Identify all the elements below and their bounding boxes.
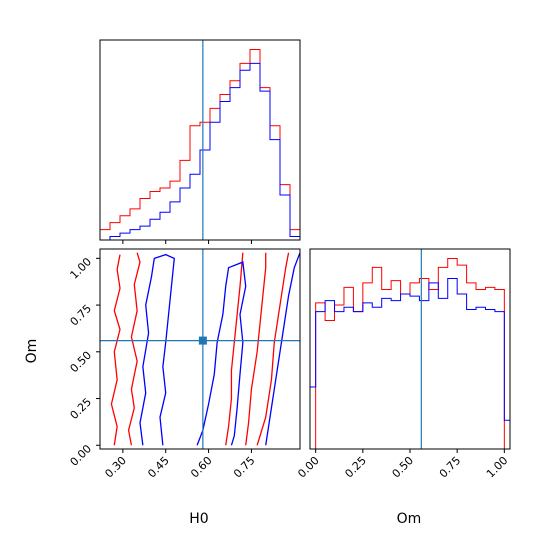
x-tick-label: 0.30 (102, 454, 129, 481)
panel-frame (99, 39, 301, 241)
panel-frame (99, 248, 301, 450)
reference-point-marker (198, 336, 207, 345)
x-tick-label: 0.25 (342, 454, 369, 481)
h0-histogram-panel (99, 39, 301, 244)
histogram-series-0 (310, 258, 510, 450)
x-tick-label: 1.00 (484, 454, 511, 481)
contour-line-0-2 (225, 252, 244, 446)
contour-line-1-2 (265, 252, 300, 446)
x-tick-label: 0.75 (437, 454, 464, 481)
x-tick-label: 0.00 (295, 454, 322, 481)
histogram-series-1 (309, 277, 511, 449)
y-axis-label-om: Om (24, 339, 40, 364)
x-tick-label: 0.75 (231, 454, 258, 481)
x-axis-label-om: Om (397, 511, 422, 527)
contour-line-1-1 (196, 261, 247, 446)
y-tick-label: 0.00 (68, 442, 95, 469)
x-tick-label: 0.45 (145, 454, 172, 481)
contour-line-0-0 (110, 254, 121, 446)
histogram-series-1 (100, 62, 301, 241)
y-tick-label: 1.00 (68, 255, 95, 282)
y-tick-label: 0.75 (68, 302, 95, 329)
contour-line-0-3 (245, 252, 267, 446)
x-axis-label-h0: H0 (189, 511, 208, 527)
contour-line-1-0 (139, 253, 175, 446)
h0-om-contour-panel: 0.30 0.45 0.60 0.75 0.00 0.25 0.50 0.75 1.00 (68, 248, 301, 481)
panel-frame (309, 248, 511, 450)
contour-line-0-4 (256, 252, 290, 446)
om-histogram-panel: 0.00 0.25 0.50 0.75 1.00 (295, 248, 511, 481)
x-tick-label: 0.50 (390, 454, 417, 481)
histogram-series-0 (99, 49, 301, 240)
contour-line-0-1 (127, 252, 141, 446)
x-tick-label: 0.60 (188, 454, 215, 481)
contour-group (110, 252, 300, 446)
y-tick-label: 0.50 (68, 349, 95, 376)
y-tick-label: 0.25 (68, 395, 95, 422)
